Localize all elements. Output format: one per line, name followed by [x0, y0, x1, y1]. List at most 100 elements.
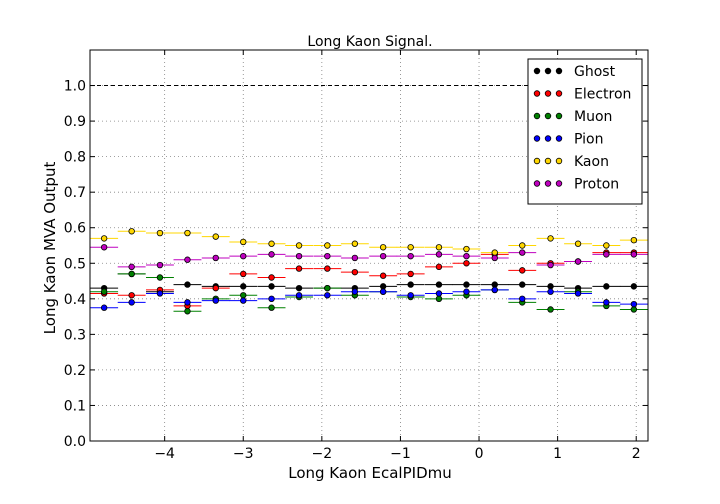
y-tick-label: 0.2 — [64, 363, 86, 379]
data-point — [574, 258, 582, 265]
data-point — [156, 290, 164, 297]
markers-pion — [100, 286, 638, 311]
legend-marker — [533, 135, 541, 142]
data-point — [547, 288, 554, 295]
data-point — [491, 281, 498, 288]
data-point — [351, 288, 359, 295]
data-point — [324, 252, 331, 260]
data-point — [630, 251, 638, 258]
data-point — [184, 256, 191, 263]
y-tick-label: 0.6 — [64, 221, 86, 237]
data-point — [435, 251, 443, 258]
data-point — [324, 284, 331, 292]
data-point — [407, 244, 414, 251]
data-point — [212, 233, 219, 240]
data-point — [574, 290, 582, 297]
legend-marker — [533, 180, 541, 187]
data-point — [379, 288, 387, 295]
data-point — [603, 242, 610, 249]
data-point — [156, 274, 164, 281]
data-point — [630, 236, 638, 244]
data-point — [184, 281, 191, 288]
data-point — [184, 229, 191, 237]
data-point — [379, 244, 387, 251]
data-point — [630, 306, 638, 313]
legend-item-electron: Electron — [533, 87, 631, 103]
data-point — [547, 283, 554, 290]
data-point — [519, 249, 526, 256]
data-point — [491, 249, 498, 256]
y-tick-label: 0.0 — [64, 434, 86, 450]
x-tick-label: 2 — [632, 446, 641, 462]
x-tick-label: 0 — [475, 446, 484, 462]
data-point — [128, 292, 135, 299]
data-point — [519, 267, 526, 274]
y-tick-label: 0.5 — [64, 256, 86, 272]
y-tick-label: 0.8 — [64, 150, 86, 166]
y-tick-label: 0.9 — [64, 114, 86, 130]
data-point — [268, 274, 275, 281]
data-point — [379, 272, 387, 279]
data-point — [603, 251, 610, 258]
data-point — [128, 263, 135, 271]
legend-marker — [555, 135, 563, 142]
legend-marker — [533, 67, 541, 75]
data-point — [407, 281, 414, 288]
tick-layer: −4 −3 −2 −1 0 1 2 0.0 0.1 0.2 0.3 0.4 0.5 0.6 0.7 0.8 0.… — [64, 50, 648, 462]
legend-label: Kaon — [574, 154, 609, 170]
data-point — [268, 251, 275, 258]
data-point — [435, 244, 443, 251]
data-point — [379, 252, 387, 260]
data-point — [240, 252, 247, 260]
legend-marker — [544, 67, 552, 75]
data-point — [240, 270, 247, 278]
y-tick-label: 0.7 — [64, 185, 86, 201]
data-point — [268, 304, 275, 311]
legend-marker — [544, 90, 552, 97]
data-point — [519, 281, 526, 288]
data-point — [128, 299, 135, 306]
legend-marker — [544, 135, 552, 142]
data-point — [463, 252, 470, 260]
legend-marker — [555, 90, 563, 97]
data-point — [463, 245, 470, 253]
y-tick-label: 1.0 — [64, 79, 86, 95]
data-point — [324, 292, 331, 299]
legend-marker — [544, 157, 552, 165]
legend-item-muon: Muon — [533, 109, 612, 125]
y-tick-label: 0.1 — [64, 398, 86, 414]
legend-item-pion: Pion — [533, 132, 603, 148]
x-tick-label: −4 — [154, 446, 175, 462]
data-point — [463, 288, 470, 295]
data-point — [379, 283, 387, 290]
data-point — [630, 300, 638, 308]
data-point — [435, 290, 443, 297]
data-point — [295, 284, 303, 292]
data-point — [630, 283, 638, 290]
data-point — [574, 240, 582, 247]
data-point — [240, 238, 247, 246]
data-point — [295, 265, 303, 272]
legend: Ghost Electron Muon Pion Kaon Proton — [527, 58, 643, 205]
x-tick-label: −2 — [312, 446, 333, 462]
data-point — [435, 295, 443, 303]
data-point — [268, 240, 275, 247]
data-point — [547, 261, 554, 269]
data-point — [295, 252, 303, 260]
data-point — [268, 283, 275, 290]
data-point — [491, 286, 498, 294]
data-point — [547, 235, 554, 242]
data-point — [184, 308, 191, 315]
data-point — [547, 306, 554, 313]
legend-box — [527, 58, 643, 205]
legend-marker — [544, 112, 552, 120]
data-point — [295, 292, 303, 299]
data-point — [184, 299, 191, 306]
data-point — [324, 242, 331, 249]
data-point — [212, 254, 219, 262]
data-point — [156, 229, 164, 237]
legend-marker — [533, 112, 541, 120]
data-point — [100, 244, 108, 251]
data-point — [100, 235, 108, 242]
legend-label: Ghost — [574, 64, 616, 80]
